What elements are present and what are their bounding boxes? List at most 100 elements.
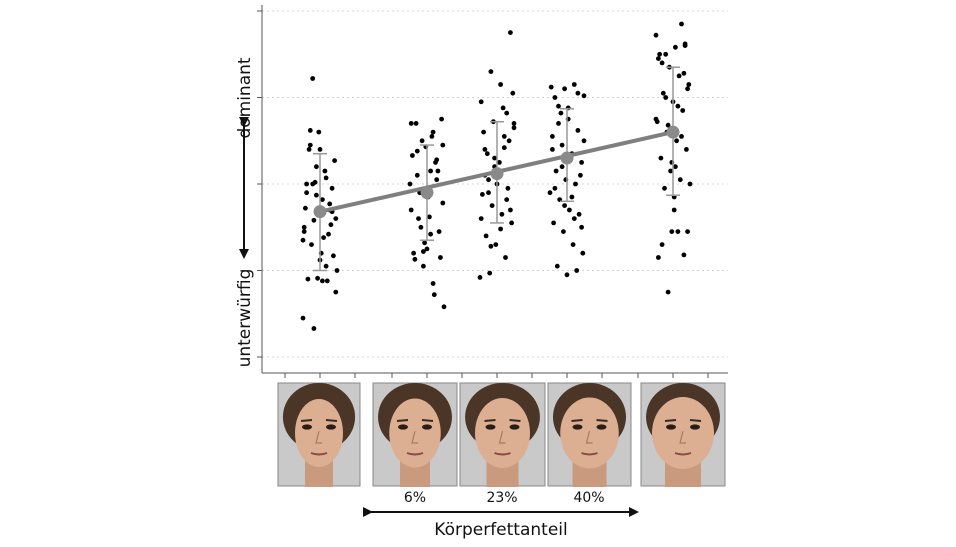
data-point bbox=[559, 164, 565, 170]
data-point bbox=[333, 289, 339, 295]
data-point bbox=[488, 243, 494, 249]
mean-marker-4 bbox=[666, 125, 680, 139]
data-point bbox=[305, 276, 311, 282]
data-point bbox=[497, 160, 502, 165]
data-point bbox=[483, 233, 489, 239]
data-point bbox=[322, 168, 328, 174]
data-point bbox=[511, 125, 517, 131]
data-point bbox=[300, 237, 306, 243]
data-point bbox=[323, 263, 329, 269]
data-point bbox=[329, 185, 335, 191]
data-point bbox=[440, 200, 446, 206]
data-point bbox=[659, 242, 665, 248]
x-tick-label-1: 6% bbox=[404, 490, 426, 506]
data-point bbox=[429, 134, 435, 139]
mean-markers bbox=[313, 125, 680, 219]
data-point bbox=[414, 148, 420, 154]
data-point bbox=[663, 51, 669, 57]
mean-marker-0 bbox=[313, 205, 327, 219]
data-point bbox=[501, 145, 507, 151]
data-point bbox=[681, 252, 687, 258]
data-point bbox=[440, 142, 446, 148]
data-point bbox=[571, 82, 577, 87]
data-point bbox=[581, 138, 587, 144]
data-point bbox=[407, 181, 413, 187]
data-point bbox=[682, 43, 688, 48]
data-point bbox=[477, 275, 483, 280]
face-image-4 bbox=[640, 382, 726, 487]
data-point bbox=[665, 289, 671, 295]
data-point bbox=[562, 203, 567, 209]
data-point bbox=[411, 250, 416, 256]
data-point bbox=[656, 255, 661, 260]
data-point bbox=[668, 168, 673, 174]
data-point bbox=[311, 326, 317, 331]
data-point bbox=[503, 255, 508, 260]
data-point bbox=[548, 84, 554, 90]
data-point bbox=[659, 60, 665, 66]
data-point bbox=[416, 216, 421, 222]
data-point bbox=[489, 203, 495, 209]
x-ticks bbox=[284, 373, 709, 378]
data-point bbox=[434, 157, 440, 163]
data-point bbox=[681, 70, 687, 76]
data-point bbox=[326, 231, 331, 237]
data-point bbox=[578, 172, 583, 178]
data-point bbox=[552, 185, 558, 191]
data-point bbox=[301, 224, 307, 230]
data-point bbox=[508, 207, 513, 213]
data-point bbox=[314, 164, 319, 170]
data-point bbox=[310, 181, 316, 187]
data-point bbox=[331, 253, 336, 259]
data-point bbox=[675, 229, 681, 235]
data-point bbox=[486, 177, 491, 183]
data-point bbox=[511, 121, 517, 126]
y-ticks bbox=[257, 10, 262, 358]
data-point bbox=[307, 127, 313, 133]
data-point bbox=[439, 116, 444, 122]
data-point bbox=[315, 275, 320, 281]
data-point bbox=[552, 95, 558, 100]
y-label-bottom: unterwürfig bbox=[235, 269, 255, 368]
data-point bbox=[323, 175, 329, 181]
data-point bbox=[671, 207, 677, 213]
data-point bbox=[556, 121, 561, 126]
data-point bbox=[567, 207, 572, 213]
data-point bbox=[506, 138, 512, 144]
data-point bbox=[550, 134, 555, 139]
data-point bbox=[482, 147, 488, 152]
mean-marker-2 bbox=[490, 167, 504, 181]
data-point bbox=[493, 242, 499, 248]
data-point bbox=[673, 44, 678, 50]
data-point bbox=[304, 181, 309, 187]
data-point bbox=[317, 147, 323, 152]
data-point bbox=[436, 229, 442, 235]
x-axis-label: Körperfettanteil bbox=[434, 520, 567, 540]
data-point bbox=[304, 190, 309, 196]
data-point bbox=[320, 197, 325, 203]
data-point bbox=[562, 86, 567, 92]
data-point bbox=[314, 192, 319, 198]
data-point bbox=[556, 103, 561, 109]
data-point bbox=[478, 216, 484, 222]
data-point bbox=[559, 142, 565, 148]
data-point bbox=[487, 270, 493, 276]
data-point bbox=[570, 242, 576, 248]
data-point bbox=[508, 30, 513, 35]
data-point bbox=[677, 177, 683, 183]
data-point bbox=[310, 76, 316, 81]
data-point bbox=[669, 229, 675, 235]
data-point bbox=[434, 177, 440, 183]
data-point bbox=[569, 194, 575, 200]
data-point bbox=[657, 51, 662, 57]
data-point bbox=[424, 246, 430, 252]
data-point bbox=[419, 138, 425, 144]
data-point bbox=[427, 214, 432, 220]
x-tick-label-2: 23% bbox=[486, 490, 517, 506]
data-point bbox=[300, 315, 306, 321]
data-point bbox=[676, 73, 682, 79]
data-point bbox=[480, 192, 485, 197]
data-point bbox=[500, 105, 506, 111]
